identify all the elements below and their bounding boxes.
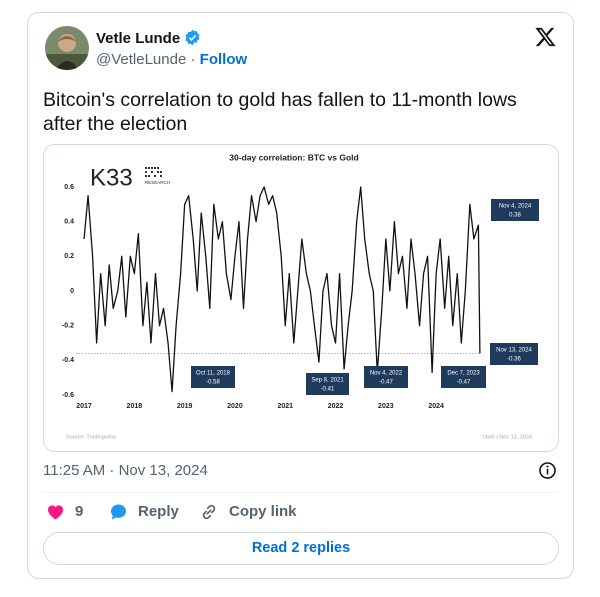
annotation-label: Nov 4, 2022 (370, 371, 403, 377)
annotation-label: Nov 4, 2024 (499, 204, 532, 210)
y-tick-label: 0.2 (64, 253, 74, 260)
y-tick-label: -0.4 (62, 357, 74, 364)
y-tick-label: -0.2 (62, 323, 74, 330)
x-tick-label: 2021 (277, 403, 293, 410)
logo-dots (145, 167, 162, 177)
annotation-box (490, 343, 538, 365)
annotation-label: Nov 13, 2024 (496, 348, 532, 354)
annotation-value: -0.47 (457, 380, 471, 386)
x-logo[interactable] (534, 26, 557, 48)
handle[interactable]: @VetleLunde (96, 51, 187, 68)
verified-badge (185, 29, 200, 46)
chart-title: 30-day correlation: BTC vs Gold (229, 152, 358, 162)
annotation-box (491, 199, 539, 221)
x-tick-label: 2020 (227, 403, 243, 410)
y-tick-label: 0 (70, 288, 74, 295)
annotation-label: Sep 8, 2021 (311, 378, 344, 384)
x-tick-label: 2018 (127, 403, 143, 410)
chart: 30-day correlation: BTC vs Gold K33 RESE… (44, 145, 558, 451)
source: Source: Tradingview (66, 434, 116, 440)
x-tick-label: 2023 (378, 403, 394, 410)
separator: · (190, 51, 196, 68)
y-tick-label: 0.6 (64, 184, 74, 191)
annotation-box (364, 366, 408, 388)
reply-button[interactable]: Reply (138, 503, 179, 520)
follow-button[interactable]: Follow (199, 51, 248, 68)
heart-icon[interactable] (45, 502, 66, 522)
annotation-label: Dec 7, 2023 (447, 371, 480, 377)
y-tick-label: 0.4 (64, 218, 74, 225)
tweet-card (27, 12, 574, 579)
name[interactable]: Vetle Lunde (96, 30, 181, 47)
chart-image[interactable]: 30-day correlation: BTC vs Gold K33 RESE… (43, 144, 559, 452)
logo-sub: RESEARCH (145, 180, 170, 185)
like-count[interactable]: 9 (75, 503, 84, 520)
author-name[interactable]: Vetle Lunde (96, 29, 201, 47)
timestamp[interactable]: 11:25 AM · Nov 13, 2024 (43, 462, 208, 479)
x-tick-label: 2017 (76, 403, 92, 410)
logo: K33 (90, 164, 133, 191)
chart-bg (44, 145, 558, 451)
annotation-label: Oct 11, 2018 (196, 371, 231, 377)
handle-row: @VetleLunde · Follow (96, 51, 247, 68)
y-tick-label: -0.6 (62, 392, 74, 399)
annotation-value: -0.47 (379, 380, 393, 386)
link-icon[interactable] (199, 502, 219, 522)
annotation-value: -0.41 (321, 387, 335, 393)
read-replies-button[interactable]: Read 2 replies (43, 532, 559, 565)
annotation-value: -0.58 (206, 380, 220, 386)
divider (43, 492, 559, 493)
annotation-value: -0.36 (507, 357, 521, 363)
x-tick-label: 2024 (428, 403, 444, 410)
info-icon[interactable] (538, 461, 557, 480)
annotation-box (191, 366, 235, 388)
avatar[interactable] (45, 26, 89, 70)
copy-link[interactable]: Copy link (229, 503, 297, 520)
reply-icon[interactable] (108, 502, 129, 522)
annotation-box (441, 366, 486, 388)
tweet-text: Bitcoin's correlation to gold has fallen… (43, 89, 517, 135)
x-tick-label: 2019 (177, 403, 193, 410)
annotation-box (306, 373, 349, 395)
x-tick-label: 2022 (328, 403, 344, 410)
date-note: Date | Nov 13, 2024 (483, 434, 532, 440)
series-line (83, 186, 481, 393)
annotation-value: 0.38 (509, 213, 521, 219)
